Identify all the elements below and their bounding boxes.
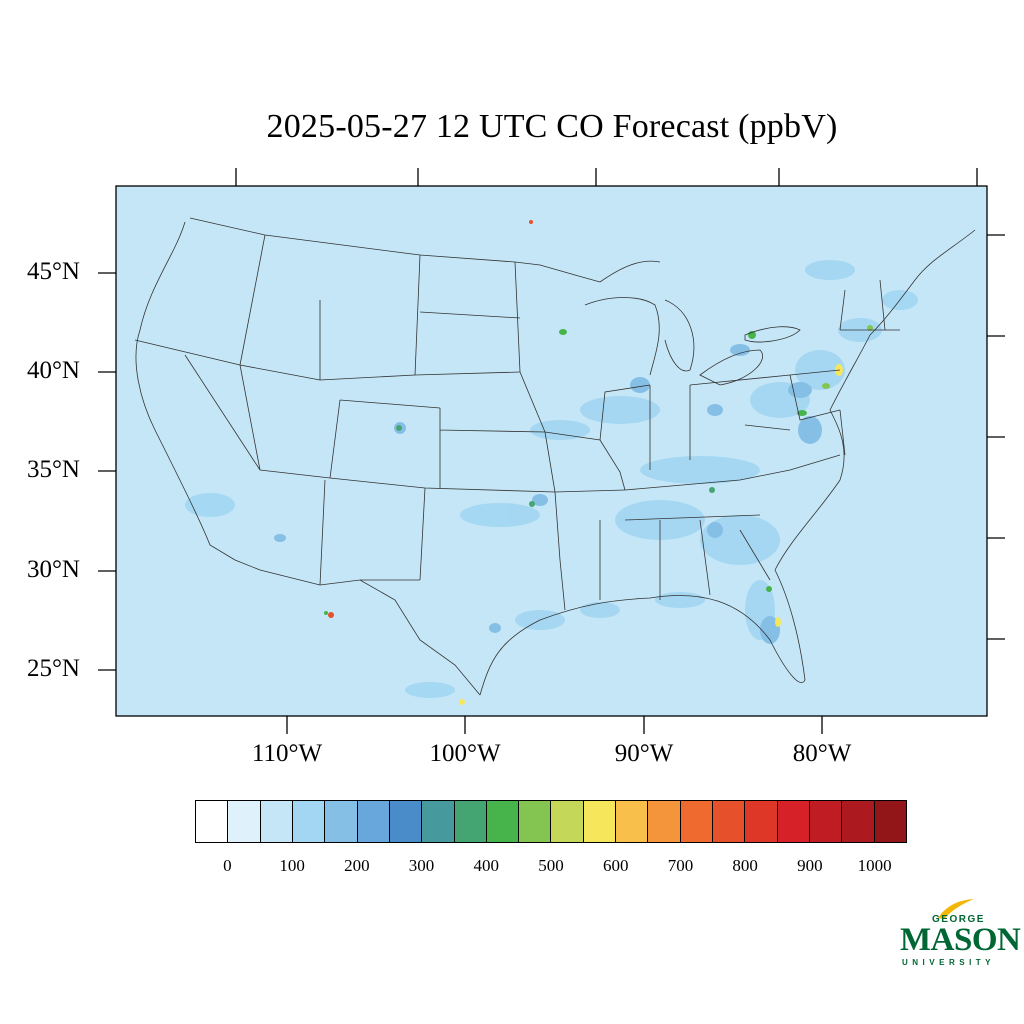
colorbar-cell — [583, 801, 617, 842]
colorbar-cell — [842, 801, 875, 842]
colorbar-cell — [551, 801, 584, 842]
colorbar-tick-label: 600 — [602, 856, 629, 875]
colorbar-tick-label: 400 — [473, 856, 500, 875]
lat-label-35n: 35°N — [26, 456, 80, 483]
colorbar-cell — [357, 801, 390, 842]
colorbar-cell — [196, 801, 229, 842]
colorbar-tick-label: 800 — [732, 856, 758, 875]
colorbar-cell — [680, 801, 713, 842]
colorbar-cell — [777, 801, 810, 842]
lat-label-45n: 45°N — [26, 258, 80, 285]
swoosh-icon — [938, 899, 974, 919]
map-frame — [115, 185, 988, 717]
colorbar-tick-label: 700 — [667, 856, 694, 875]
colorbar-tick-label: 500 — [538, 856, 564, 875]
colorbar-tick-label: 900 — [797, 856, 823, 875]
colorbar-cell — [713, 801, 746, 842]
colorbar-cell — [389, 801, 423, 842]
colorbar-cell — [648, 801, 681, 842]
colorbar-cell — [292, 801, 326, 842]
axis-ticks — [98, 168, 1005, 734]
colorbar-tick-label: 300 — [408, 856, 435, 875]
lon-label-110w: 110°W — [251, 740, 323, 767]
colorbar-cell — [228, 801, 261, 842]
logo-line-university: UNIVERSITY — [902, 958, 996, 967]
colorbar-cell — [486, 801, 520, 842]
colorbar-cell — [874, 801, 906, 842]
colorbar-cell — [325, 801, 358, 842]
colorbar-cell — [422, 801, 455, 842]
colorbar-cell — [519, 801, 552, 842]
lon-label-80w: 80°W — [792, 740, 852, 767]
page-title: 2025-05-27 12 UTC CO Forecast (ppbV) — [266, 108, 838, 145]
gmu-logo: GEORGE MASON UNIVERSITY — [896, 898, 1021, 970]
logo-line-mason: MASON — [900, 922, 1021, 958]
lat-label-40n: 40°N — [26, 357, 80, 384]
colorbar-cell — [454, 801, 487, 842]
colorbar-tick-label: 0 — [223, 856, 232, 875]
state-boundaries — [134, 217, 976, 696]
colorbar-cell — [809, 801, 843, 842]
colorbar-cell — [745, 801, 778, 842]
logo-line-george: GEORGE — [932, 914, 985, 925]
map-background — [116, 186, 987, 716]
colorbar-cell — [616, 801, 649, 842]
colorbar-cell — [260, 801, 293, 842]
colorbar-tick-label: 1000 — [857, 856, 892, 875]
colorbar-tick-label: 200 — [344, 856, 370, 875]
colorbar-tick-label: 100 — [279, 856, 305, 875]
lat-label-25n: 25°N — [26, 655, 80, 682]
colorbar — [195, 800, 907, 843]
lon-label-90w: 90°W — [614, 740, 674, 767]
lon-label-100w: 100°W — [429, 740, 501, 767]
lat-label-30n: 30°N — [26, 556, 80, 583]
